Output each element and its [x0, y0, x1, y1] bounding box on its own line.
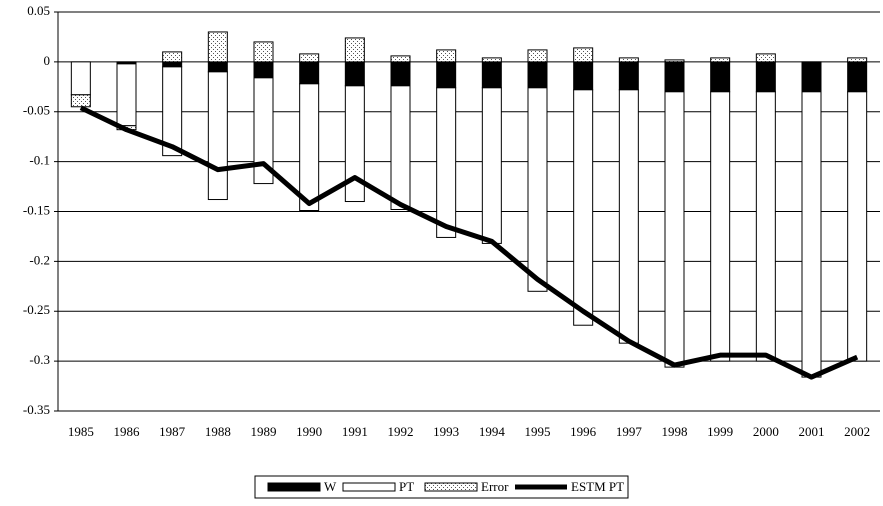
x-tick-label: 1990: [296, 424, 322, 439]
bar-segment: [390, 61, 411, 87]
bar-segment: [390, 55, 411, 63]
bar-segment: [710, 57, 731, 63]
bar-segment: [664, 91, 685, 368]
bar-segment: [801, 91, 822, 378]
bar-segment: [116, 63, 137, 127]
bar-segment: [481, 87, 502, 244]
bar-segment: [70, 61, 91, 96]
x-tick-label: 1992: [388, 424, 414, 439]
bar-segment: [436, 49, 457, 63]
bar-segment: [299, 53, 320, 63]
x-tick-label: 2002: [844, 424, 870, 439]
bar-segment: [162, 66, 183, 157]
bar-segment: [299, 61, 320, 85]
bar-segment: [573, 89, 594, 326]
bar-segment: [847, 57, 868, 63]
x-tick-label: 2001: [799, 424, 825, 439]
bar-segment: [70, 94, 91, 108]
bar-segment: [253, 77, 274, 185]
bar-segment: [344, 37, 365, 63]
y-tick-label: -0.15: [23, 202, 50, 217]
bar-segment: [573, 61, 594, 91]
bar-segment: [847, 61, 868, 93]
bar-segment: [390, 85, 411, 211]
bar-segment: [664, 59, 685, 63]
bar-segment: [162, 51, 183, 63]
bar-segment: [755, 53, 776, 63]
bar-segment: [527, 87, 548, 292]
bar-segment: [664, 61, 685, 93]
y-tick-label: -0.35: [23, 402, 50, 417]
bar-segment: [253, 61, 274, 79]
bar-segment: [253, 41, 274, 63]
x-tick-label: 1989: [251, 424, 277, 439]
legend-swatch: [424, 482, 478, 492]
y-tick-label: -0.05: [23, 103, 50, 118]
y-tick-label: -0.3: [29, 352, 50, 367]
y-tick-label: 0: [44, 53, 51, 68]
bar-segment: [436, 87, 457, 238]
x-tick-label: 1995: [525, 424, 551, 439]
x-tick-label: 1991: [342, 424, 368, 439]
bar-segment: [755, 91, 776, 362]
x-tick-label: 1993: [433, 424, 459, 439]
legend-swatch: [267, 482, 321, 492]
x-tick-label: 1998: [662, 424, 688, 439]
x-tick-label: 1988: [205, 424, 231, 439]
bar-segment: [207, 31, 228, 63]
x-tick-label: 1994: [479, 424, 506, 439]
x-tick-label: 1985: [68, 424, 94, 439]
bar-segment: [162, 61, 183, 68]
bar-segment: [710, 61, 731, 93]
bar-segment: [618, 57, 639, 63]
line-series: [79, 105, 859, 380]
bar-segment: [299, 83, 320, 212]
legend-label: Error: [481, 479, 509, 494]
bar-segment: [436, 61, 457, 89]
bar-segment: [344, 85, 365, 203]
bar-segment: [801, 61, 822, 93]
x-tick-label: 1987: [159, 424, 186, 439]
bar-segment: [847, 91, 868, 362]
bar-segment: [344, 61, 365, 87]
y-tick-label: 0.05: [27, 3, 50, 18]
y-tick-label: -0.25: [23, 302, 50, 317]
x-tick-label: 1999: [707, 424, 733, 439]
bar-segment: [618, 89, 639, 344]
bar-segment: [207, 71, 228, 201]
bar-segment: [481, 61, 502, 89]
bar-segment: [207, 61, 228, 73]
bar-segment: [527, 49, 548, 63]
bar-segment: [573, 47, 594, 63]
legend-label: W: [324, 479, 337, 494]
bar-segment: [618, 61, 639, 91]
x-tick-label: 1996: [570, 424, 597, 439]
bar-segment: [755, 61, 776, 93]
y-tick-label: -0.1: [29, 153, 50, 168]
x-tick-label: 1986: [114, 424, 141, 439]
legend-label: PT: [399, 479, 414, 494]
bar-segment: [710, 91, 731, 362]
x-tick-label: 1997: [616, 424, 643, 439]
legend-swatch: [342, 482, 396, 492]
bar-segment: [481, 57, 502, 63]
x-tick-label: 2000: [753, 424, 779, 439]
y-tick-label: -0.2: [29, 252, 50, 267]
bar-segment: [527, 61, 548, 89]
legend-label: ESTM PT: [571, 479, 624, 494]
